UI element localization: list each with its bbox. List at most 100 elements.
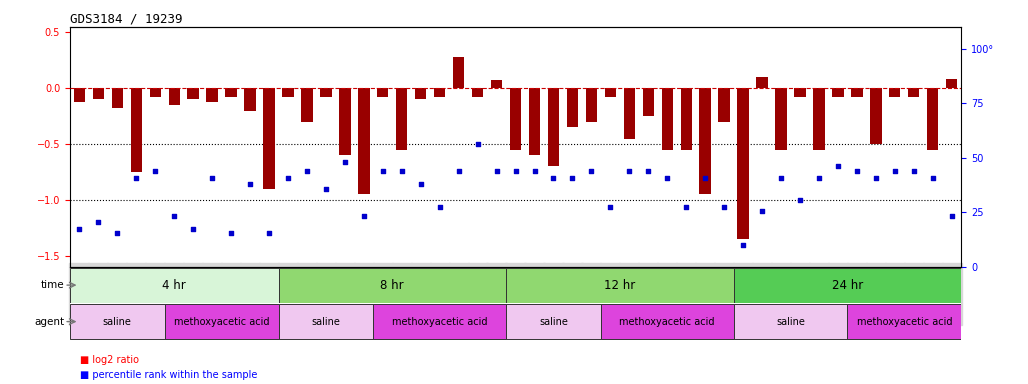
Bar xyxy=(225,88,236,97)
Point xyxy=(849,168,866,174)
Text: time: time xyxy=(41,280,65,290)
Point xyxy=(545,174,561,180)
Bar xyxy=(908,88,919,97)
Point xyxy=(659,174,675,180)
Text: ■ log2 ratio: ■ log2 ratio xyxy=(80,355,139,365)
Point xyxy=(508,168,524,174)
Point xyxy=(564,174,581,180)
Bar xyxy=(415,88,427,99)
Point xyxy=(583,168,599,174)
FancyBboxPatch shape xyxy=(847,304,961,339)
Bar xyxy=(339,88,351,155)
Bar xyxy=(833,88,844,97)
Point xyxy=(147,168,163,174)
Text: 4 hr: 4 hr xyxy=(162,279,186,291)
FancyBboxPatch shape xyxy=(601,304,734,339)
Point xyxy=(924,174,941,180)
Bar xyxy=(149,88,161,97)
Point xyxy=(299,168,316,174)
Point xyxy=(223,230,240,237)
FancyBboxPatch shape xyxy=(70,268,279,303)
Bar xyxy=(283,88,294,97)
Point xyxy=(811,174,828,180)
Bar xyxy=(889,88,901,97)
Point xyxy=(71,226,87,232)
Bar xyxy=(624,88,635,139)
Point xyxy=(735,242,751,248)
FancyBboxPatch shape xyxy=(734,304,847,339)
Point xyxy=(204,174,220,180)
Point xyxy=(526,168,543,174)
Point xyxy=(868,174,884,180)
Bar xyxy=(510,88,521,150)
Point xyxy=(394,168,410,174)
Point xyxy=(621,168,637,174)
Point xyxy=(906,168,922,174)
Point xyxy=(886,168,903,174)
Bar xyxy=(795,88,806,97)
Bar xyxy=(187,88,198,99)
Bar xyxy=(453,57,465,88)
Point xyxy=(318,186,334,192)
Point xyxy=(412,181,429,187)
Text: methoxyacetic acid: methoxyacetic acid xyxy=(174,316,269,327)
Bar xyxy=(719,88,730,122)
Point xyxy=(128,174,145,180)
Point xyxy=(336,159,353,165)
Point xyxy=(166,212,182,218)
Point xyxy=(450,168,467,174)
Bar xyxy=(681,88,692,150)
Point xyxy=(697,174,713,180)
Bar xyxy=(662,88,673,150)
Point xyxy=(242,181,258,187)
Text: saline: saline xyxy=(776,316,805,327)
Bar xyxy=(851,88,862,97)
Point xyxy=(488,168,505,174)
Text: methoxyacetic acid: methoxyacetic acid xyxy=(620,316,715,327)
Bar xyxy=(548,88,559,166)
FancyBboxPatch shape xyxy=(506,268,734,303)
FancyBboxPatch shape xyxy=(279,268,506,303)
Text: agent: agent xyxy=(35,316,65,327)
Bar xyxy=(320,88,332,97)
Text: GDS3184 / 19239: GDS3184 / 19239 xyxy=(70,13,182,26)
Bar xyxy=(813,88,824,150)
Bar xyxy=(112,88,123,108)
FancyBboxPatch shape xyxy=(70,304,164,339)
Text: 12 hr: 12 hr xyxy=(604,279,635,291)
Bar xyxy=(491,81,503,88)
Point xyxy=(678,204,695,210)
Bar xyxy=(434,88,445,97)
Bar xyxy=(377,88,389,97)
Point xyxy=(90,219,107,225)
Text: saline: saline xyxy=(311,316,340,327)
Bar xyxy=(131,88,142,172)
Bar xyxy=(358,88,369,194)
Text: methoxyacetic acid: methoxyacetic acid xyxy=(392,316,487,327)
Bar xyxy=(586,88,597,122)
Point xyxy=(602,204,619,210)
Point xyxy=(792,197,808,203)
Bar xyxy=(74,88,85,102)
Bar xyxy=(737,88,748,239)
Point xyxy=(374,168,391,174)
Bar xyxy=(699,88,711,194)
Point xyxy=(754,208,770,214)
Bar xyxy=(870,88,882,144)
Bar xyxy=(642,88,654,116)
Bar xyxy=(757,77,768,88)
Point xyxy=(280,174,296,180)
Point xyxy=(470,141,486,147)
Text: methoxyacetic acid: methoxyacetic acid xyxy=(856,316,952,327)
Bar xyxy=(93,88,104,99)
Bar xyxy=(396,88,407,150)
Point xyxy=(432,204,448,210)
Text: 8 hr: 8 hr xyxy=(380,279,404,291)
Bar xyxy=(472,88,483,97)
FancyBboxPatch shape xyxy=(164,304,279,339)
Bar xyxy=(528,88,540,155)
Point xyxy=(773,174,790,180)
Point xyxy=(356,212,372,218)
Point xyxy=(185,226,201,232)
Point xyxy=(261,230,278,237)
